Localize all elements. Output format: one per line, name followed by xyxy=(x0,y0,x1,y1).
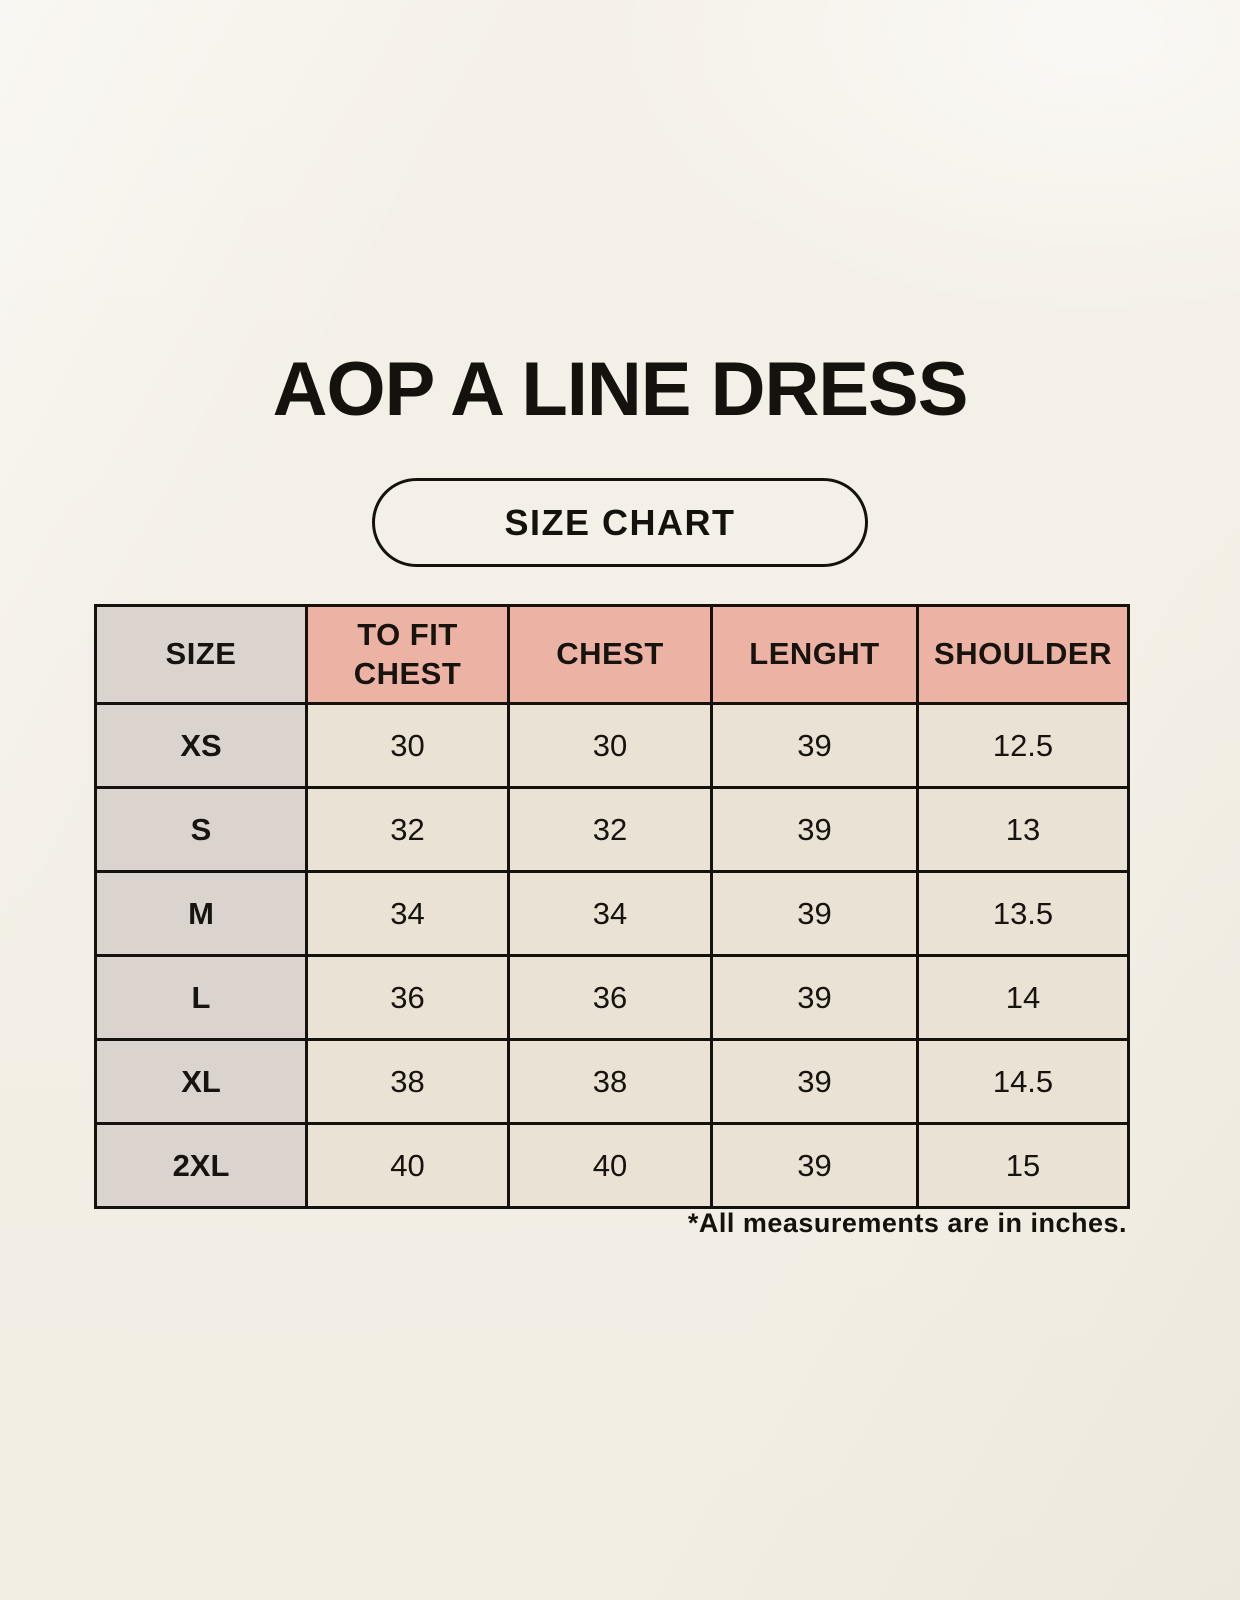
col-header-chest: CHEST xyxy=(507,604,713,705)
cell-lenght: 39 xyxy=(710,870,919,957)
cell-to-fit-chest: 36 xyxy=(305,954,510,1041)
cell-chest: 38 xyxy=(507,1038,713,1125)
cell-chest: 34 xyxy=(507,870,713,957)
cell-to-fit-chest: 40 xyxy=(305,1122,510,1209)
table-row-s: S 32 32 39 13 xyxy=(94,786,1130,873)
cell-shoulder: 13.5 xyxy=(916,870,1130,957)
page-title: AOP A LINE DRESS xyxy=(272,347,969,432)
row-label-size: XL xyxy=(94,1038,308,1125)
cell-shoulder: 14 xyxy=(916,954,1130,1041)
cell-lenght: 39 xyxy=(710,1038,919,1125)
row-label-size: L xyxy=(94,954,308,1041)
cell-lenght: 39 xyxy=(710,954,919,1041)
row-label-size: 2XL xyxy=(94,1122,308,1209)
size-chart-table: SIZE TO FIT CHEST CHEST LENGHT SHOULDER … xyxy=(94,604,1130,1209)
row-label-size: M xyxy=(94,870,308,957)
cell-chest: 40 xyxy=(507,1122,713,1209)
table-row-2xl: 2XL 40 40 39 15 xyxy=(94,1122,1130,1209)
cell-chest: 36 xyxy=(507,954,713,1041)
cell-to-fit-chest: 30 xyxy=(305,702,510,789)
cell-shoulder: 15 xyxy=(916,1122,1130,1209)
col-header-shoulder: SHOULDER xyxy=(916,604,1130,705)
table-row-xl: XL 38 38 39 14.5 xyxy=(94,1038,1130,1125)
row-label-size: S xyxy=(94,786,308,873)
col-header-lenght: LENGHT xyxy=(710,604,919,705)
table-row-m: M 34 34 39 13.5 xyxy=(94,870,1130,957)
cell-chest: 32 xyxy=(507,786,713,873)
cell-lenght: 39 xyxy=(710,1122,919,1209)
cell-to-fit-chest: 38 xyxy=(305,1038,510,1125)
cell-chest: 30 xyxy=(507,702,713,789)
size-chart-pill-container: SIZE CHART xyxy=(0,478,1240,567)
table-row-l: L 36 36 39 14 xyxy=(94,954,1130,1041)
cell-shoulder: 14.5 xyxy=(916,1038,1130,1125)
cell-lenght: 39 xyxy=(710,786,919,873)
cell-to-fit-chest: 34 xyxy=(305,870,510,957)
measurements-footnote: *All measurements are in inches. xyxy=(687,1208,1127,1238)
header-row: SIZE TO FIT CHEST CHEST LENGHT SHOULDER xyxy=(94,604,1130,705)
size-chart-badge: SIZE CHART xyxy=(372,478,868,567)
cell-shoulder: 13 xyxy=(916,786,1130,873)
table-row-xs: XS 30 30 39 12.5 xyxy=(94,702,1130,789)
cell-shoulder: 12.5 xyxy=(916,702,1130,789)
col-header-size: SIZE xyxy=(94,604,308,705)
row-label-size: XS xyxy=(94,702,308,789)
col-header-to-fit-chest: TO FIT CHEST xyxy=(305,604,510,705)
cell-lenght: 39 xyxy=(710,702,919,789)
cell-to-fit-chest: 32 xyxy=(305,786,510,873)
